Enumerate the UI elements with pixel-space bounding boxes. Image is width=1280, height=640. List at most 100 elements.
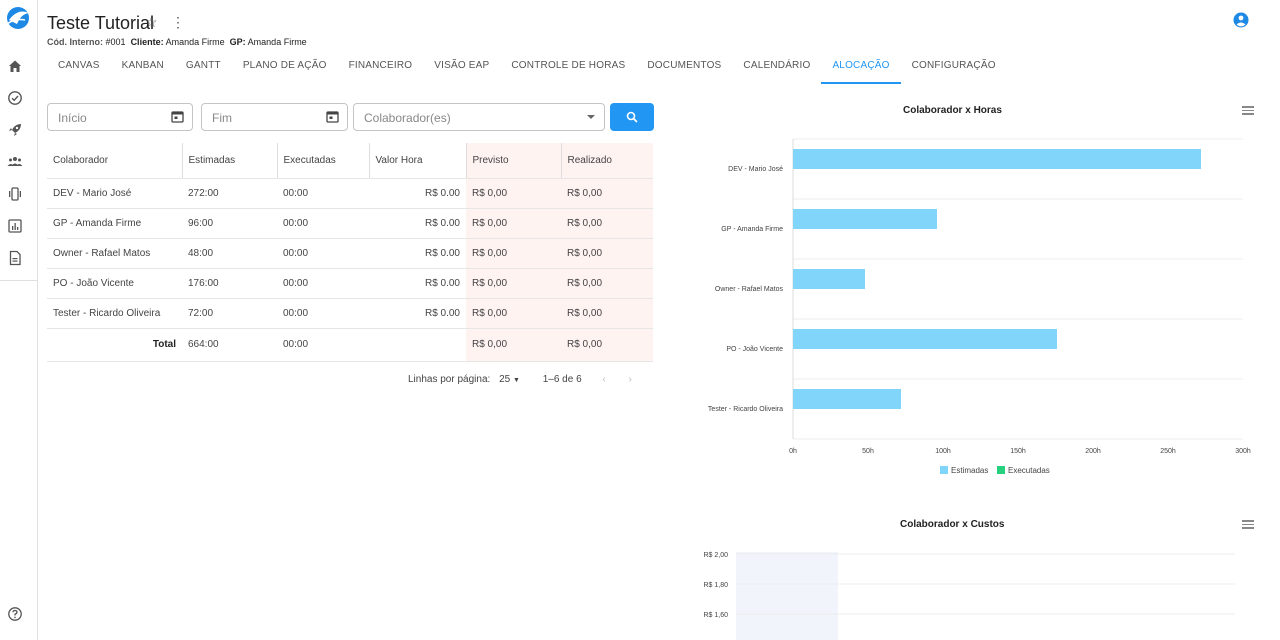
cell-realizado: R$ 0,00 bbox=[561, 238, 653, 269]
help-icon[interactable] bbox=[5, 604, 25, 624]
cell-colaborador: PO - João Vicente bbox=[47, 268, 182, 299]
prev-page-icon[interactable]: ‹ bbox=[602, 374, 606, 385]
total-estimadas: 664:00 bbox=[182, 328, 277, 362]
vibration-icon[interactable] bbox=[5, 184, 25, 204]
check-circle-icon[interactable] bbox=[5, 88, 25, 108]
collaborator-placeholder: Colaborador(es) bbox=[364, 111, 451, 125]
start-date-field[interactable]: Início bbox=[47, 103, 193, 131]
code-label: Cód. Interno: bbox=[47, 37, 103, 47]
code-value: #001 bbox=[105, 37, 126, 47]
cell-executadas: 00:00 bbox=[277, 298, 369, 329]
header-executadas[interactable]: Executadas bbox=[276, 143, 369, 179]
tab-financeiro[interactable]: FINANCEIRO bbox=[348, 60, 413, 71]
tab-gantt[interactable]: GANTT bbox=[185, 60, 221, 71]
end-date-field[interactable]: Fim bbox=[201, 103, 348, 131]
tab-alocacao[interactable]: ALOCAÇÃO bbox=[821, 52, 901, 84]
cell-previsto: R$ 0,00 bbox=[466, 238, 561, 269]
rows-per-page-select[interactable]: 25 ▼ bbox=[499, 374, 520, 385]
collaborator-select[interactable]: Colaborador(es) bbox=[353, 103, 605, 131]
chart-hours-title: Colaborador x Horas bbox=[903, 105, 1002, 116]
project-meta: Cód. Interno: #001 Cliente: Amanda Firme… bbox=[47, 37, 307, 47]
bar-estimadas bbox=[793, 149, 1201, 169]
calendar-icon[interactable] bbox=[171, 110, 184, 123]
start-date-placeholder: Início bbox=[58, 111, 87, 125]
cell-estimadas: 96:00 bbox=[182, 208, 277, 239]
header-estimadas[interactable]: Estimadas bbox=[181, 143, 277, 179]
y-tick-label: R$ 1,80 bbox=[703, 582, 728, 589]
favorite-star-icon[interactable]: ☆ bbox=[145, 14, 158, 30]
project-title: Teste Tutorial bbox=[47, 13, 155, 33]
document-icon[interactable] bbox=[5, 248, 25, 268]
search-icon bbox=[626, 111, 638, 123]
client-value: Amanda Firme bbox=[165, 37, 225, 47]
tab-calendario[interactable]: CALENDÁRIO bbox=[743, 60, 811, 71]
x-tick-label: 0h bbox=[789, 448, 797, 455]
legend-label-executadas: Executadas bbox=[1008, 466, 1050, 475]
table-total-row: Total 664:00 00:00 R$ 0,00 R$ 0,00 bbox=[47, 328, 653, 362]
tab-visao-eap[interactable]: VISÃO EAP bbox=[434, 60, 490, 71]
sidebar bbox=[0, 0, 38, 640]
category-label: Owner - Rafael Matos bbox=[715, 286, 784, 293]
cell-colaborador: DEV - Mario José bbox=[47, 178, 182, 209]
header-previsto[interactable]: Previsto bbox=[465, 143, 561, 179]
chart-costs-menu-icon[interactable] bbox=[1242, 520, 1254, 530]
rocket-icon[interactable] bbox=[5, 120, 25, 140]
header-realizado[interactable]: Realizado bbox=[560, 143, 653, 179]
tab-kanban[interactable]: KANBAN bbox=[121, 60, 164, 71]
gp-value: Amanda Firme bbox=[247, 37, 307, 47]
cell-realizado: R$ 0,00 bbox=[561, 268, 653, 299]
table-pagination: Linhas por página: 25 ▼ 1–6 de 6 ‹ › bbox=[408, 374, 632, 385]
more-options-icon[interactable]: ⋮ bbox=[171, 14, 185, 30]
cell-colaborador: Tester - Ricardo Oliveira bbox=[47, 298, 182, 329]
x-tick-label: 50h bbox=[862, 448, 874, 455]
tab-documentos[interactable]: DOCUMENTOS bbox=[647, 60, 722, 71]
calendar-icon[interactable] bbox=[326, 110, 339, 123]
table-row[interactable]: Owner - Rafael Matos 48:00 00:00 R$ 0.00… bbox=[47, 238, 653, 269]
cell-colaborador: Owner - Rafael Matos bbox=[47, 238, 182, 269]
bar-estimadas bbox=[793, 269, 865, 289]
y-tick-label: R$ 2,00 bbox=[703, 552, 728, 559]
bar-chart-icon[interactable] bbox=[5, 216, 25, 236]
bar-estimadas bbox=[793, 209, 937, 229]
search-button[interactable] bbox=[610, 103, 654, 131]
table-row[interactable]: Tester - Ricardo Oliveira 72:00 00:00 R$… bbox=[47, 298, 653, 329]
pagination-range: 1–6 de 6 bbox=[542, 374, 582, 385]
account-icon[interactable] bbox=[1233, 12, 1249, 28]
home-icon[interactable] bbox=[5, 56, 25, 76]
chart-costs-title: Colaborador x Custos bbox=[900, 519, 1005, 530]
main-content: Teste Tutorial ☆ ⋮ Cód. Interno: #001 Cl… bbox=[38, 0, 1280, 640]
x-tick-label: 100h bbox=[935, 448, 951, 455]
client-label: Cliente: bbox=[130, 37, 164, 47]
tab-canvas[interactable]: CANVAS bbox=[58, 60, 100, 71]
cell-valor-hora: R$ 0.00 bbox=[369, 208, 466, 239]
cell-valor-hora: R$ 0.00 bbox=[369, 268, 466, 299]
table-row[interactable]: PO - João Vicente 176:00 00:00 R$ 0.00 R… bbox=[47, 268, 653, 299]
cell-executadas: 00:00 bbox=[277, 178, 369, 209]
header-colaborador[interactable]: Colaborador bbox=[47, 143, 182, 179]
team-icon[interactable] bbox=[5, 152, 25, 172]
rows-per-page-label: Linhas por página: bbox=[408, 374, 491, 385]
cell-realizado: R$ 0,00 bbox=[561, 298, 653, 329]
tab-configuracao[interactable]: CONFIGURAÇÃO bbox=[911, 60, 996, 71]
cell-realizado: R$ 0,00 bbox=[561, 208, 653, 239]
table-row[interactable]: GP - Amanda Firme 96:00 00:00 R$ 0.00 R$… bbox=[47, 208, 653, 239]
tab-controle-de-horas[interactable]: CONTROLE DE HORAS bbox=[511, 60, 626, 71]
cell-previsto: R$ 0,00 bbox=[466, 178, 561, 209]
next-page-icon[interactable]: › bbox=[628, 374, 632, 385]
total-valor-hora bbox=[369, 328, 466, 362]
bar-estimadas bbox=[793, 389, 901, 409]
app-logo[interactable] bbox=[3, 4, 33, 32]
cell-executadas: 00:00 bbox=[277, 208, 369, 239]
legend-swatch-estimadas bbox=[940, 466, 948, 474]
header-valor-hora[interactable]: Valor Hora bbox=[368, 143, 466, 179]
chart-hours-menu-icon[interactable] bbox=[1242, 106, 1254, 116]
category-label: Tester - Ricardo Oliveira bbox=[708, 406, 783, 413]
cell-valor-hora: R$ 0.00 bbox=[369, 298, 466, 329]
x-tick-label: 300h bbox=[1235, 448, 1251, 455]
y-tick-label: R$ 1,60 bbox=[703, 612, 728, 619]
table-row[interactable]: DEV - Mario José 272:00 00:00 R$ 0.00 R$… bbox=[47, 178, 653, 209]
cell-estimadas: 72:00 bbox=[182, 298, 277, 329]
cell-previsto: R$ 0,00 bbox=[466, 268, 561, 299]
cell-colaborador: GP - Amanda Firme bbox=[47, 208, 182, 239]
tab-plano-de-acao[interactable]: PLANO DE AÇÃO bbox=[242, 60, 327, 71]
